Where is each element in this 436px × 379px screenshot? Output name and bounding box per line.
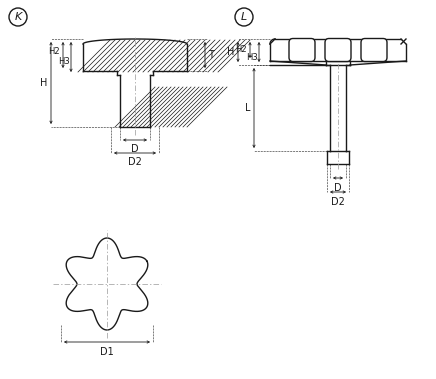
Text: T: T [208,50,214,60]
FancyBboxPatch shape [289,39,315,61]
Text: L: L [245,103,250,113]
Text: H: H [227,47,234,57]
Text: H2: H2 [48,47,60,56]
FancyBboxPatch shape [325,39,351,61]
Text: H: H [40,78,47,88]
Text: K: K [14,12,22,22]
Text: H2: H2 [235,45,247,55]
Text: L: L [241,12,247,22]
FancyBboxPatch shape [361,39,387,61]
Text: D2: D2 [331,197,345,207]
Text: H3: H3 [246,53,258,61]
Text: H3: H3 [58,56,70,66]
Text: D1: D1 [100,347,114,357]
Text: D: D [131,144,139,154]
Text: D: D [334,183,342,193]
Text: D2: D2 [128,157,142,167]
